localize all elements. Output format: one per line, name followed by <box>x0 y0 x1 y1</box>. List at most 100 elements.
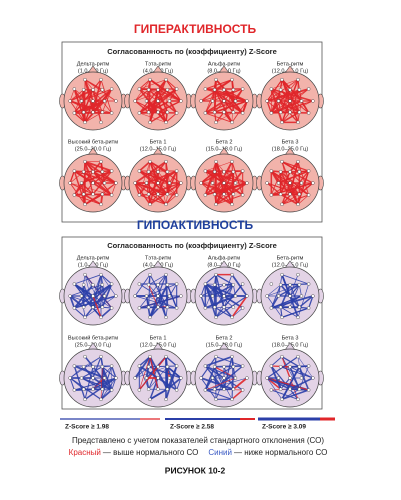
connection <box>138 356 167 391</box>
electrode <box>288 170 292 174</box>
heading: ГИПЕРАКТИВНОСТЬ <box>134 22 257 36</box>
connection <box>231 366 234 400</box>
electrode <box>164 120 168 125</box>
electrode <box>280 354 284 359</box>
connection <box>266 79 299 102</box>
electrode <box>296 159 300 164</box>
electrode <box>240 193 245 197</box>
electrode <box>203 193 208 197</box>
electrode <box>148 354 152 359</box>
electrode <box>79 376 84 380</box>
connection <box>271 100 314 114</box>
connection <box>215 111 225 123</box>
electrode <box>100 305 105 309</box>
connection <box>278 284 300 297</box>
electrode <box>165 283 170 287</box>
electrode <box>164 202 168 207</box>
electrode <box>269 111 274 115</box>
band-name: Бета 2 <box>216 335 233 341</box>
connection <box>280 306 299 318</box>
electrode <box>240 169 245 173</box>
electrode <box>174 111 179 115</box>
connection <box>280 193 299 206</box>
connection <box>148 274 167 286</box>
connection <box>204 171 234 196</box>
legend-label: Z-Score ≥ 3.09 <box>262 424 306 431</box>
electrode <box>68 99 72 103</box>
connection <box>148 182 182 195</box>
connection <box>270 295 280 309</box>
connection <box>280 307 283 318</box>
connection <box>266 100 281 113</box>
electrode <box>164 77 168 82</box>
connection <box>205 389 233 400</box>
electrode <box>280 397 284 402</box>
connection <box>266 79 283 102</box>
electrode <box>233 376 238 380</box>
electrode <box>109 306 114 310</box>
electrode <box>72 169 77 173</box>
electrode <box>311 376 315 380</box>
connection <box>157 111 167 123</box>
connection <box>212 377 225 390</box>
connection <box>297 170 310 205</box>
electrode <box>306 388 311 392</box>
connection <box>101 366 105 379</box>
connection <box>84 160 117 184</box>
connection <box>231 295 248 318</box>
electrode <box>212 110 217 114</box>
connection <box>146 170 177 184</box>
connection <box>139 112 167 123</box>
connection <box>266 100 272 114</box>
electrode <box>81 170 86 174</box>
electrode <box>148 315 152 320</box>
connection <box>69 170 75 184</box>
connection <box>204 295 236 309</box>
electrode <box>230 272 234 277</box>
electrode <box>81 88 86 92</box>
connection <box>223 306 233 318</box>
electrode <box>269 169 274 173</box>
connection <box>74 112 86 123</box>
electrode <box>156 376 160 380</box>
electrode <box>214 120 218 125</box>
electrode <box>174 388 179 392</box>
connection <box>83 171 113 196</box>
connection <box>205 112 233 123</box>
electrode <box>269 364 274 368</box>
connection <box>200 182 215 195</box>
electrode <box>146 387 151 391</box>
electrode <box>278 305 283 309</box>
electrode <box>240 87 245 91</box>
electrode <box>144 376 149 380</box>
connection <box>215 79 237 102</box>
electrode <box>137 169 142 173</box>
electrode <box>296 354 300 359</box>
electrode <box>156 305 160 309</box>
electrode <box>203 364 208 368</box>
connection <box>111 377 117 391</box>
electrode <box>297 192 302 196</box>
connection <box>73 283 102 318</box>
electrode <box>165 88 170 92</box>
connection <box>165 356 178 367</box>
connection <box>281 161 291 195</box>
electrode <box>240 306 245 310</box>
electrode <box>72 388 77 392</box>
electrode <box>214 77 218 82</box>
head-map <box>256 342 324 408</box>
electrode <box>167 99 172 103</box>
connection <box>100 274 113 285</box>
connection <box>281 274 291 297</box>
connection <box>281 307 309 318</box>
electrode <box>68 181 72 185</box>
electrode <box>288 110 292 114</box>
connection <box>74 89 84 114</box>
connection <box>165 112 178 123</box>
electrode <box>148 159 152 164</box>
connection <box>111 365 117 379</box>
connection <box>266 377 309 391</box>
electrode <box>280 202 284 207</box>
band-name: Бета 3 <box>282 139 299 145</box>
